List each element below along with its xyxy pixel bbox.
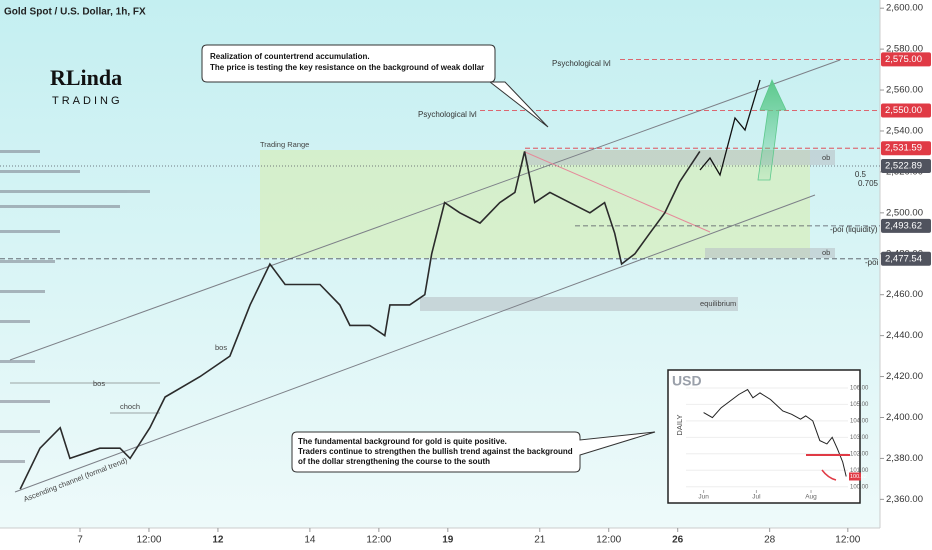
price-plot [19, 150, 701, 490]
annotation: bos [215, 343, 227, 352]
inset-y-tick-label: 104.00 [850, 418, 869, 424]
inset-y-tick-label: 102.00 [850, 451, 869, 457]
equilibrium-zone [420, 297, 738, 311]
inset-y-tick-label: 100.00 [850, 484, 869, 490]
inset-title: USD [672, 373, 702, 389]
y-tick-label: 2,380.00 [886, 453, 923, 464]
annotation: Psychological lvl [418, 110, 477, 119]
levels [0, 58, 880, 260]
x-tick-label: 14 [304, 535, 316, 546]
x-tick-label: 12:00 [596, 535, 621, 546]
inset-panel [667, 369, 861, 504]
logo-name: RLinda [50, 65, 122, 90]
y-tick-label: 2,560.00 [886, 85, 923, 96]
x-tick-label: 12 [212, 535, 224, 546]
annotation: ob [822, 153, 830, 162]
annotation: Trading Range [260, 140, 309, 149]
y-tick-label: 2,400.00 [886, 412, 923, 423]
x-tick-label: 28 [764, 535, 776, 546]
annotation: bos [93, 379, 105, 388]
annotation: 0.5 [855, 170, 867, 179]
callout-text: The price is testing the key resistance … [210, 63, 484, 72]
x-tick-label: 12:00 [136, 535, 161, 546]
y-tick-label: 2,420.00 [886, 371, 923, 382]
y-tick-label: 2,540.00 [886, 125, 923, 136]
trading-range [260, 150, 810, 258]
y-axis-area [880, 0, 932, 550]
channel-line [9, 59, 841, 361]
annotation: equilibrium [700, 299, 736, 308]
y-tick-label: 2,440.00 [886, 330, 923, 341]
callout-box [291, 431, 656, 473]
inset-x-tick-label: Aug [805, 494, 817, 501]
x-tick-label: 26 [672, 535, 684, 546]
inset-y-tick-label: 101.00 [850, 468, 869, 474]
inset-y-tick-label: 105.00 [850, 402, 869, 408]
callout-text: The fundamental background for gold is q… [298, 437, 507, 446]
callout-text: Realization of countertrend accumulation… [210, 52, 370, 61]
chart-title: Gold Spot / U.S. Dollar, 1h, FX [4, 7, 146, 18]
annotation: Psychological lvl [552, 59, 611, 68]
price-label-box [881, 218, 931, 233]
price-label-box [881, 103, 931, 118]
inset-y-tick-label: 106.00 [850, 386, 869, 392]
channel-line [14, 194, 816, 493]
order-block [525, 150, 835, 165]
volume-profile [0, 150, 150, 463]
price-label: 2,531.59 [885, 143, 922, 154]
projection-path [699, 79, 761, 177]
price-line [703, 388, 847, 477]
price-label-box [881, 141, 931, 156]
price-line [19, 150, 701, 490]
callout-text: Traders continue to strengthen the bulli… [298, 447, 573, 456]
x-tick-label: 19 [442, 535, 454, 546]
inset-axis-label: DAILY [675, 414, 684, 435]
x-axis-area [0, 528, 880, 550]
price-label: 2,493.62 [885, 220, 922, 231]
inset-arrow [821, 469, 837, 481]
price-label: 2,477.54 [885, 253, 922, 264]
y-tick-label: 2,360.00 [886, 494, 923, 505]
logo-sub: TRADING [52, 95, 123, 107]
inset-y-tick-label: 103.00 [850, 435, 869, 441]
inset-plot: 100.00 101.00 102.00 103.00 104.00 105.00 106.… [686, 386, 869, 501]
y-tick-label: 2,500.00 [886, 207, 923, 218]
y-tick-label: 2,580.00 [886, 44, 923, 55]
callout-box [201, 44, 549, 128]
price-label-box [881, 251, 931, 266]
x-tick-label: 7 [77, 535, 83, 546]
price-label-box [881, 52, 931, 67]
annotation: ob [822, 248, 830, 257]
callout-text: of the dollar strengthening the course t… [298, 457, 490, 466]
bullish-arrow [757, 78, 787, 181]
x-tick-label: 21 [534, 535, 546, 546]
y-tick-label: 2,460.00 [886, 289, 923, 300]
order-block [705, 248, 835, 258]
inset-last-box [849, 472, 861, 481]
y-tick-label: 2,600.00 [886, 3, 923, 14]
x-tick-label: 12:00 [366, 535, 391, 546]
x-tick-label: 12:00 [835, 535, 860, 546]
inset-x-tick-label: Jun [698, 494, 709, 501]
annotation: -poi (liquidity) [830, 225, 878, 234]
inset-x-tick-label: Jul [752, 494, 761, 501]
trend-line [524, 151, 711, 233]
price-label: 2,575.00 [885, 54, 922, 65]
price-label: 2,550.00 [885, 105, 922, 116]
inset-last-label: 100.62 [850, 474, 867, 480]
annotation: -poi [865, 258, 879, 267]
annotation: 0.705 [858, 179, 879, 188]
price-label: 2,522.89 [885, 161, 922, 172]
price-label-box [881, 158, 931, 173]
annotation: choch [120, 402, 140, 411]
